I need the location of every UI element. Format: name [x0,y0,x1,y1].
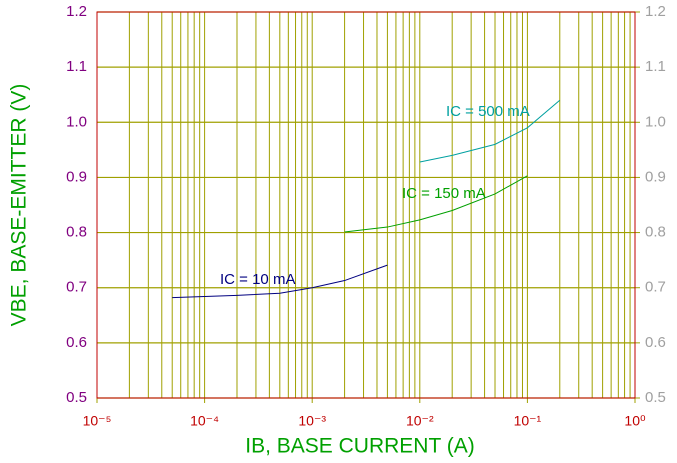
x-tick-label: 10⁻¹ [514,413,542,429]
y2-tick-label: 1.1 [645,58,666,75]
x-tick-label: 10⁻³ [298,413,326,429]
y2-tick-label: 1.0 [645,113,666,130]
y-tick-label: 1.2 [66,3,87,20]
y-axis-title: VBE, BASE-EMITTER (V) [8,84,31,327]
y2-tick-label: 0.5 [645,389,666,406]
line [344,175,528,233]
y-tick-label: 0.6 [66,334,87,351]
series-label: IC = 150 mA [402,185,486,202]
x-tick-label: 10⁻⁵ [83,413,112,429]
y-tick-label: 0.7 [66,279,87,296]
x-tick-label: 10⁻² [406,413,434,429]
y-tick-label: 1.1 [66,58,87,75]
y2-tick-label: 1.2 [645,3,666,20]
y-tick-label: 0.5 [66,389,87,406]
y2-tick-label: 0.8 [645,224,666,241]
x-tick-label: 10⁰ [624,413,646,429]
y-tick-label: 0.8 [66,224,87,241]
series-label: IC = 500 mA [446,103,530,120]
line [419,99,561,163]
y2-tick-label: 0.9 [645,168,666,185]
x-tick-label: 10⁻⁴ [190,413,219,429]
y2-tick-label: 0.6 [645,334,666,351]
y2-tick-label: 0.7 [645,279,666,296]
y-tick-label: 1.0 [66,113,87,130]
series-label: IC = 10 mA [220,271,295,288]
x-axis-title: IB, BASE CURRENT (A) [245,435,474,458]
plot-border [96,11,636,399]
y-tick-label: 0.9 [66,168,87,185]
line [172,264,388,299]
